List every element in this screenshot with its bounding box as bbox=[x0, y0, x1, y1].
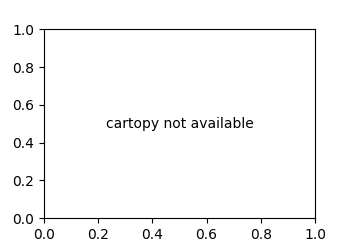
Text: cartopy not available: cartopy not available bbox=[105, 117, 253, 131]
